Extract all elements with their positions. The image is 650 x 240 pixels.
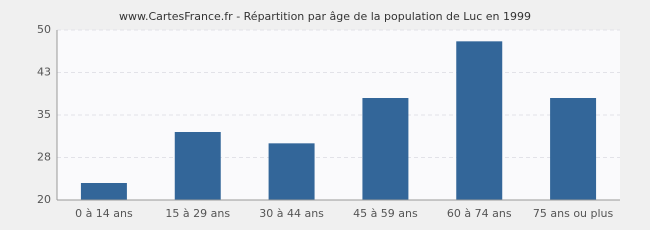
x-tick-label: 60 à 74 ans: [447, 207, 512, 220]
bar: [174, 132, 221, 200]
y-tick-label: 50: [37, 23, 51, 36]
x-tick-label: 15 à 29 ans: [165, 207, 230, 220]
y-tick-label: 20: [37, 193, 51, 206]
y-tick-label: 43: [37, 66, 51, 79]
page: {"chart_data": {"type": "bar", "title": …: [0, 0, 650, 230]
x-tick-label: 30 à 44 ans: [259, 207, 324, 220]
chart: www.CartesFrance.fr - Répartition par âg…: [0, 0, 650, 230]
x-tick-label: 75 ans ou plus: [533, 207, 614, 220]
bar: [80, 183, 127, 200]
x-tick-label: 45 à 59 ans: [353, 207, 418, 220]
chart-title: www.CartesFrance.fr - Répartition par âg…: [119, 10, 531, 23]
x-tick-label: 0 à 14 ans: [75, 207, 133, 220]
bar: [268, 143, 315, 200]
bar: [550, 98, 597, 200]
bar: [362, 98, 409, 200]
y-tick-label: 28: [37, 151, 51, 164]
bar: [456, 41, 503, 201]
y-tick-label: 35: [37, 108, 51, 121]
